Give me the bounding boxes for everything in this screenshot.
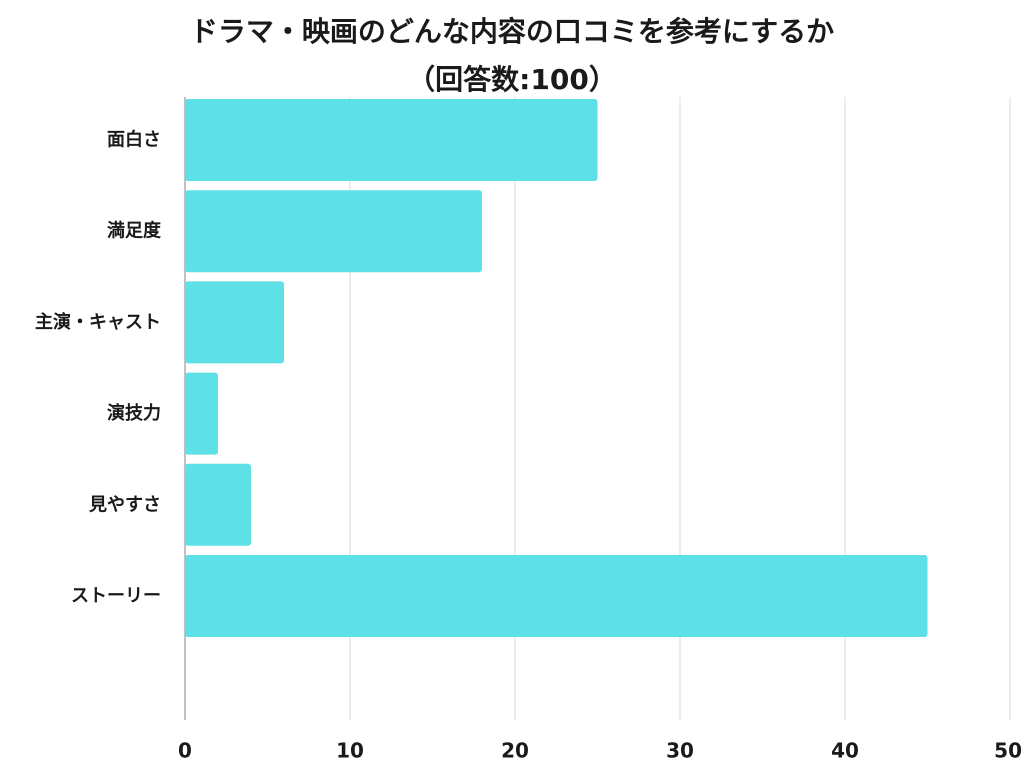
chart-title: ドラマ・映画のどんな内容の口コミを参考にするか	[189, 15, 835, 48]
bar-4	[185, 463, 251, 546]
bar-5	[185, 555, 928, 637]
bar-2	[185, 281, 284, 364]
category-label-4: 見やすさ	[88, 494, 161, 515]
x-tick-label-10: 10	[336, 739, 364, 763]
category-label-5: ストーリー	[71, 586, 161, 607]
category-label-2: 主演・キャスト	[35, 311, 161, 333]
category-label-1: 満足度	[107, 220, 162, 242]
x-tick-label-30: 30	[666, 739, 694, 763]
category-label-0: 面白さ	[107, 129, 161, 151]
x-tick-label-20: 20	[501, 739, 529, 763]
chart-subtitle: （回答数:100）	[407, 63, 617, 96]
x-tick-label-0: 0	[178, 739, 192, 763]
bar-3	[185, 372, 218, 455]
category-label-3: 演技力	[107, 402, 161, 424]
x-tick-label-40: 40	[831, 739, 859, 763]
bar-1	[185, 190, 482, 273]
x-tick-label-50: 50	[994, 739, 1022, 763]
bar-0	[185, 99, 598, 181]
